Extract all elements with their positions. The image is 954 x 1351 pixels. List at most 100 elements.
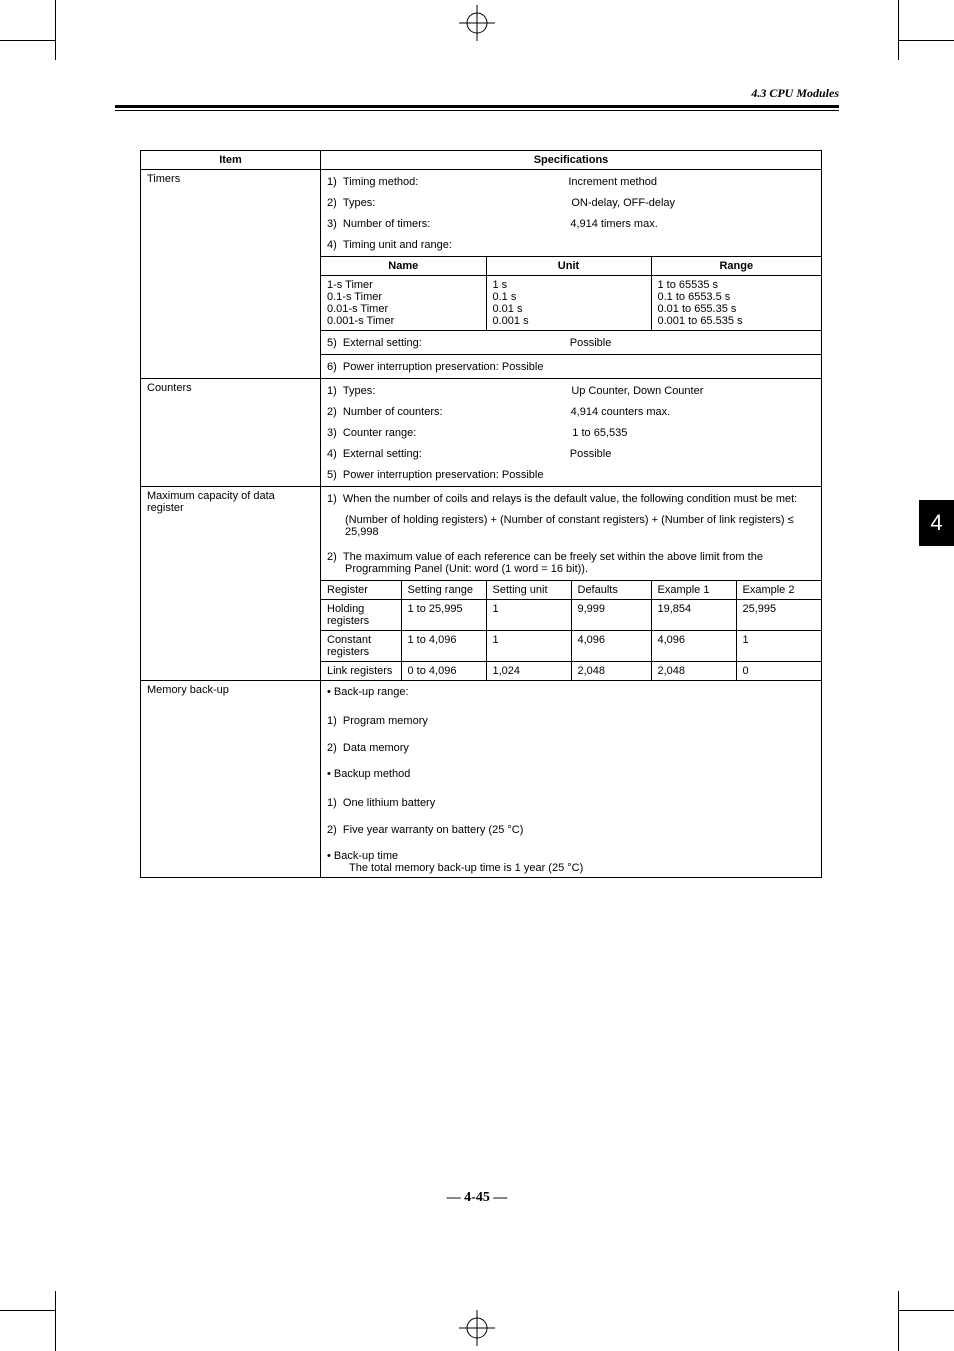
t: 4) [327, 448, 337, 460]
t: Counter range: [343, 427, 416, 439]
t: • Back-up range: [327, 684, 815, 712]
tu-names: 1-s Timer 0.1-s Timer 0.01-s Timer 0.001… [321, 276, 486, 331]
t: When the number of coils and relays is t… [343, 493, 797, 505]
crop-mark [55, 0, 56, 60]
crop-mark [899, 40, 954, 41]
t: Types: [343, 385, 375, 397]
crop-mark [55, 1291, 56, 1351]
header-spec: Specifications [321, 151, 822, 170]
t: 1) [327, 715, 337, 727]
tu-h-name: Name [321, 257, 486, 276]
row-counters-label: Counters [141, 379, 321, 487]
t: 6) [327, 361, 337, 373]
t: External setting: [343, 337, 422, 349]
tu-h-unit: Unit [486, 257, 651, 276]
rh: Example 1 [651, 581, 736, 600]
t: 1) [327, 493, 337, 505]
rc: 2,048 [571, 662, 651, 681]
t: • Backup method [327, 768, 815, 794]
backup-body: • Back-up range: 1) Program memory 2) Da… [321, 681, 822, 878]
rh: Example 2 [736, 581, 821, 600]
t: 4) [327, 239, 337, 251]
rc: 25,995 [736, 600, 821, 631]
maxcap-table-cell: Register Setting range Setting unit Defa… [321, 581, 822, 681]
t: 1) [327, 385, 337, 397]
crop-mark [0, 40, 55, 41]
t: 5) [327, 337, 337, 349]
t: Increment method [568, 176, 657, 188]
crop-mark [899, 1310, 954, 1311]
t: External setting: [343, 448, 422, 460]
row-backup-label: Memory back-up [141, 681, 321, 878]
t: One lithium battery [343, 797, 435, 809]
t: Program memory [343, 715, 428, 727]
crop-mark [898, 0, 899, 60]
tu-ranges: 1 to 65535 s 0.1 to 6553.5 s 0.01 to 655… [651, 276, 821, 331]
t: 1 to 65535 s [658, 279, 816, 291]
t: 0.001-s Timer [327, 315, 480, 327]
tu-units: 1 s 0.1 s 0.01 s 0.001 s [486, 276, 651, 331]
timers-ext: 5) External setting:Possible [321, 331, 822, 355]
t: 2) [327, 406, 337, 418]
rc: 2,048 [651, 662, 736, 681]
spec-table-container: Item Specifications Timers 1) Timing met… [140, 150, 822, 878]
crop-mark [0, 1310, 55, 1311]
header-item: Item [141, 151, 321, 170]
rc: Constant registers [321, 631, 401, 662]
t: 1-s Timer [327, 279, 480, 291]
maxcap-body: 1) When the number of coils and relays i… [321, 487, 822, 581]
t: 0.01-s Timer [327, 303, 480, 315]
t: 1 s [493, 279, 645, 291]
timers-power: 6) Power interruption preservation: Poss… [321, 355, 822, 379]
t: 0.001 s [493, 315, 645, 327]
rh: Register [321, 581, 401, 600]
counters-body: 1) Types:Up Counter, Down Counter 2) Num… [321, 379, 822, 487]
t: 2) [327, 197, 337, 209]
t: • Back-up time [327, 850, 815, 862]
rc: 4,096 [651, 631, 736, 662]
rc: 1 to 4,096 [401, 631, 486, 662]
t: Data memory [343, 742, 409, 754]
t: Power interruption preservation: Possibl… [343, 361, 544, 373]
rc: 9,999 [571, 600, 651, 631]
rc: 0 to 4,096 [401, 662, 486, 681]
t: 0.01 s [493, 303, 645, 315]
chapter-tab: 4 [919, 500, 954, 546]
registration-mark-top [459, 5, 495, 41]
t: Timing method: [343, 176, 418, 188]
t: 2) [327, 824, 337, 836]
t: ON-delay, OFF-delay [571, 197, 675, 209]
t: (Number of holding registers) + (Number … [327, 513, 815, 548]
t: 0.1 to 6553.5 s [658, 291, 816, 303]
t: 0.1-s Timer [327, 291, 480, 303]
rc: 1 [486, 631, 571, 662]
rc: Holding registers [321, 600, 401, 631]
page-header-section: 4.3 CPU Modules [751, 86, 839, 101]
t: 3) [327, 427, 337, 439]
t: 0.001 to 65.535 s [658, 315, 816, 327]
spec-table: Item Specifications Timers 1) Timing met… [140, 150, 822, 878]
t: The total memory back-up time is 1 year … [327, 862, 815, 874]
rc: 1 [486, 600, 571, 631]
crop-mark [898, 1291, 899, 1351]
t: 4,914 counters max. [571, 406, 671, 418]
rc: 19,854 [651, 600, 736, 631]
rc: Link registers [321, 662, 401, 681]
page-number: — 4-45 — [0, 1190, 954, 1206]
rh: Defaults [571, 581, 651, 600]
t: Types: [343, 197, 375, 209]
t: 3) [327, 218, 337, 230]
t: 2) [327, 551, 337, 563]
t: 1) [327, 176, 337, 188]
timing-unit-table-cell: Name Unit Range 1-s Timer 0.1-s Timer 0.… [321, 257, 822, 331]
t: Timing unit and range: [343, 239, 452, 251]
rc: 0 [736, 662, 821, 681]
t: Possible [570, 448, 612, 460]
t: 4,914 timers max. [570, 218, 657, 230]
row-timers-label: Timers [141, 170, 321, 379]
t: 2) [327, 742, 337, 754]
rc: 1 to 25,995 [401, 600, 486, 631]
rh: Setting unit [486, 581, 571, 600]
header-rule [115, 105, 839, 108]
rh: Setting range [401, 581, 486, 600]
